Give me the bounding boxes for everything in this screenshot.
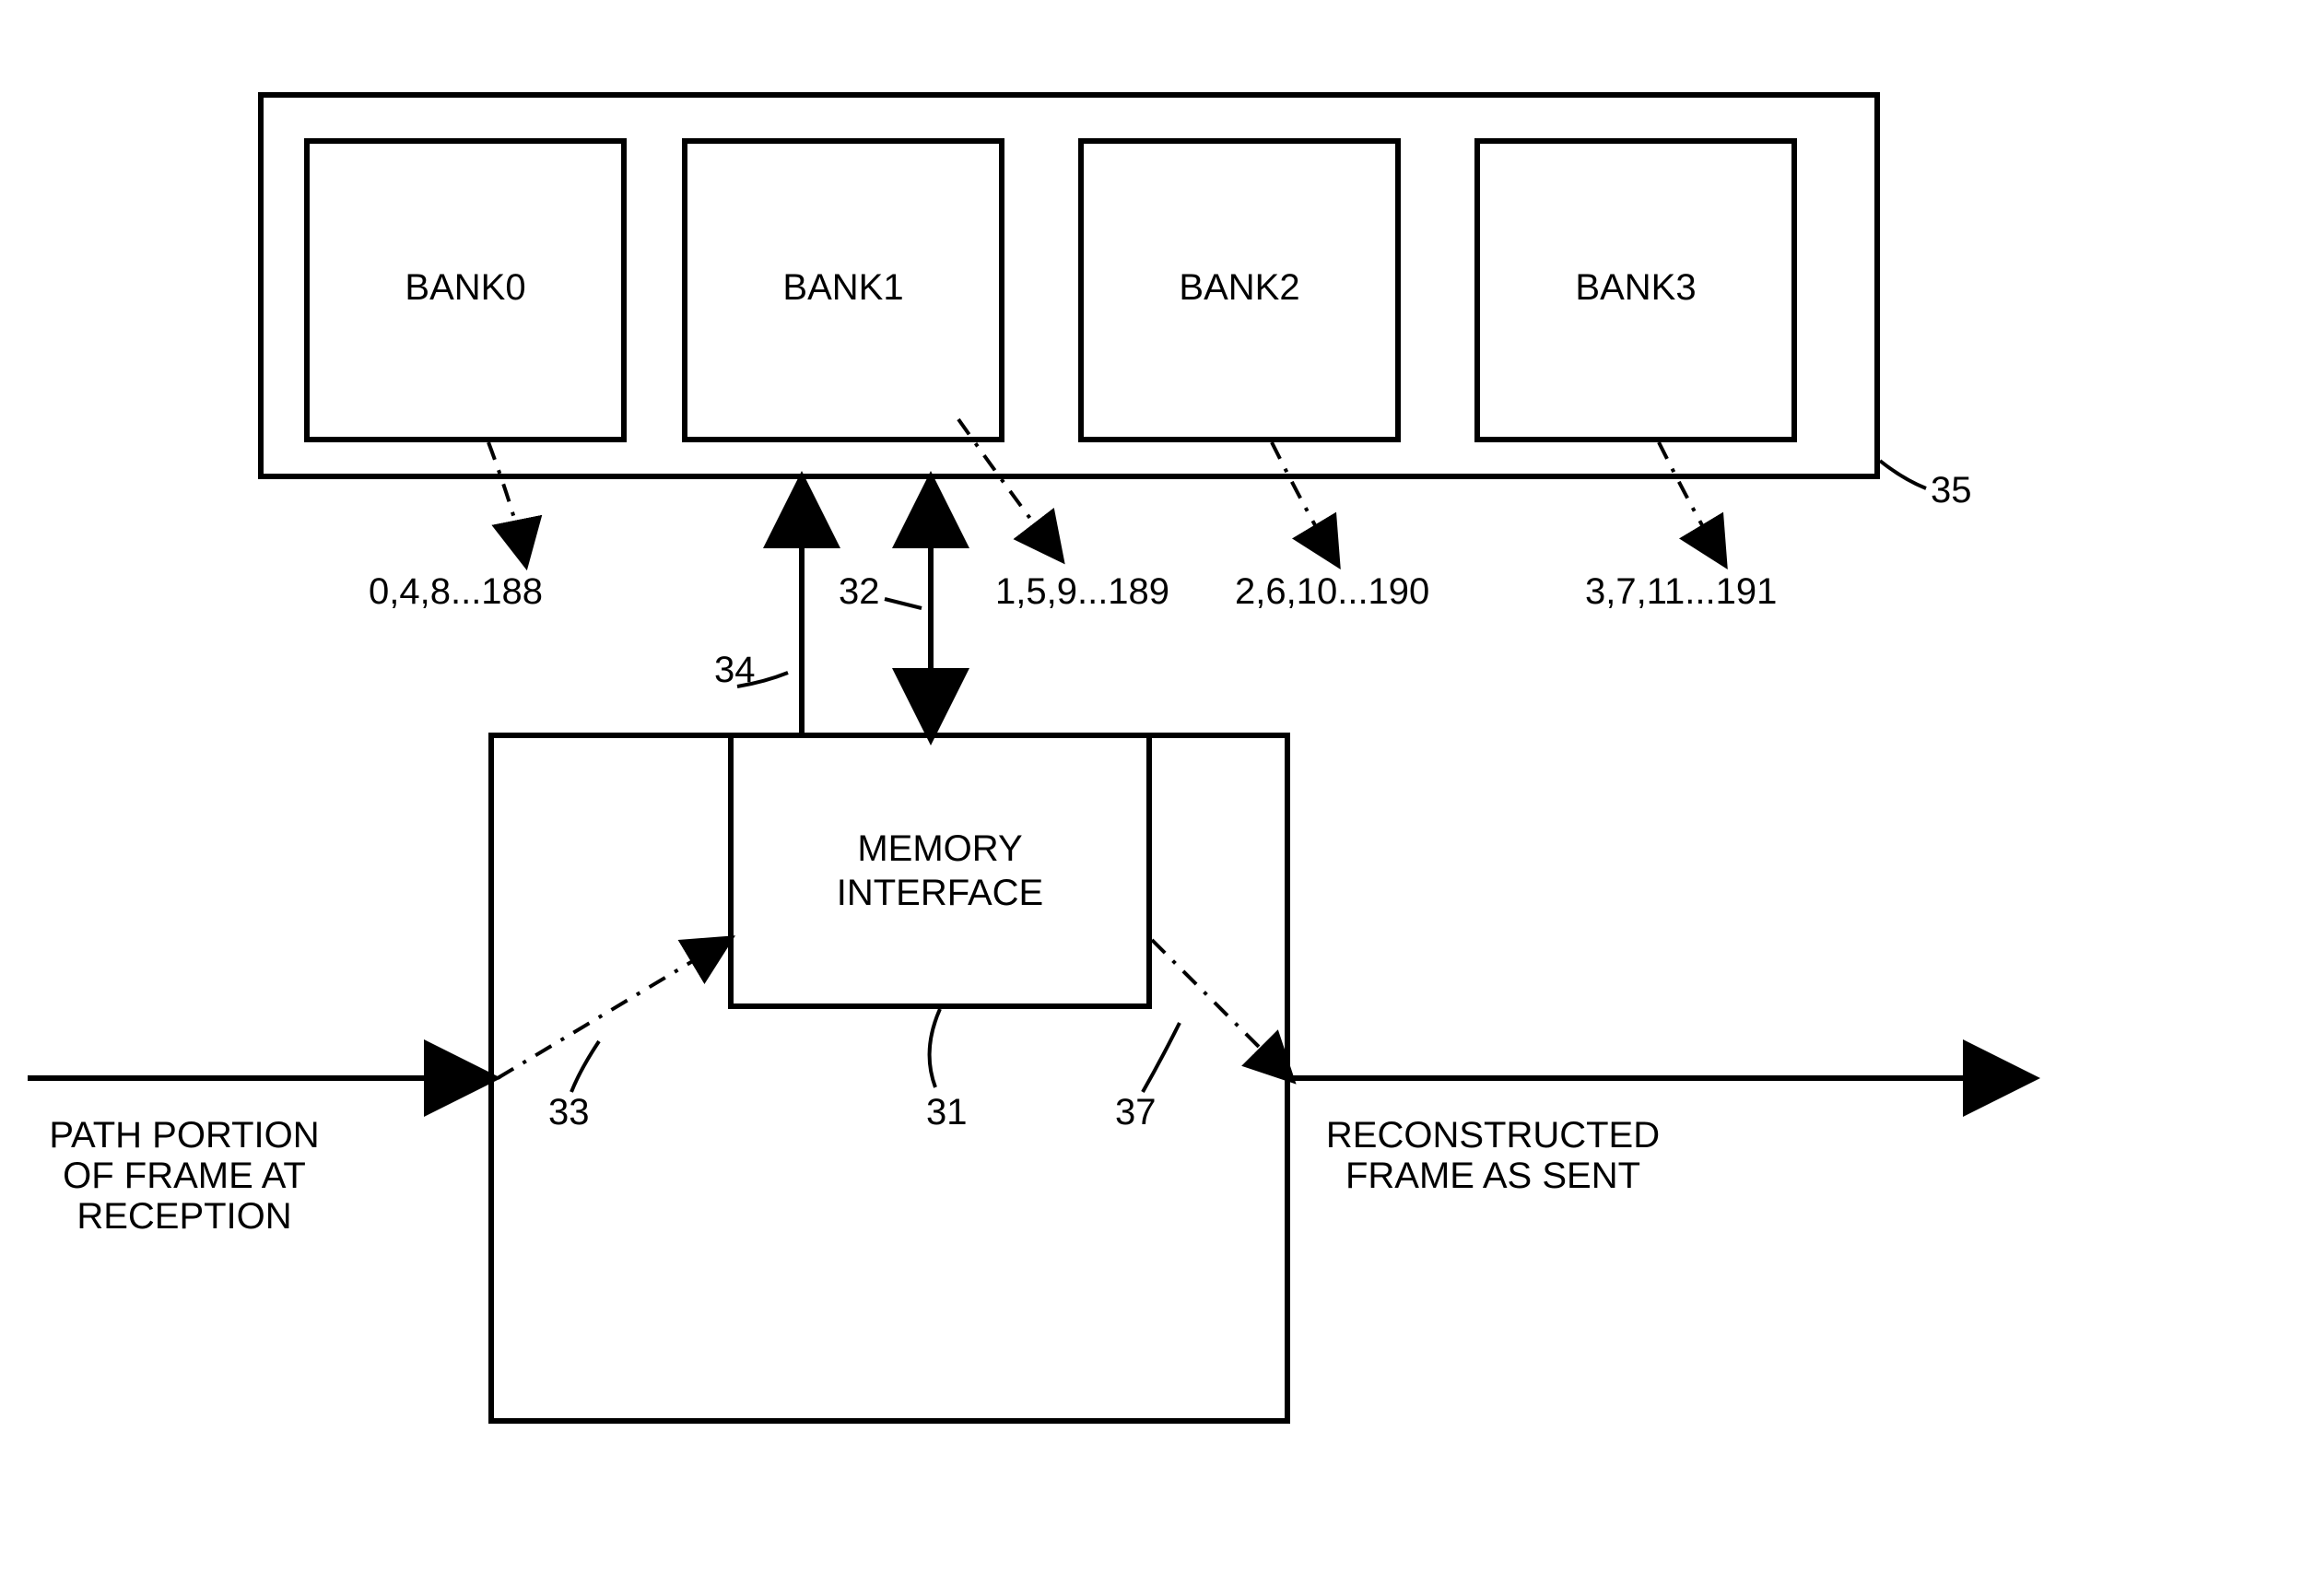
diagram-canvas: BANK0 BANK1 BANK2 BANK3 0,4,8...188 1,5,… [0,0,2314,1596]
bank1-data: 1,5,9...189 [995,571,1169,613]
memory-interface-label: MEMORY INTERFACE [837,827,1043,915]
ref-31: 31 [926,1092,968,1133]
ref-34: 34 [714,650,756,691]
bank2-label: BANK2 [1078,267,1401,309]
bank1-label: BANK1 [682,267,1004,309]
bank3-label: BANK3 [1474,267,1797,309]
ref-35: 35 [1931,470,1972,511]
bank0-label: BANK0 [304,267,627,309]
ref32-tick [885,599,922,608]
ref-33: 33 [548,1092,590,1133]
ref-32: 32 [839,571,880,613]
output-label: RECONSTRUCTED FRAME AS SENT [1299,1115,1686,1196]
ref35-tick [1880,461,1926,488]
bank2-data: 2,6,10...190 [1235,571,1429,613]
input-label: PATH PORTION OF FRAME AT RECEPTION [28,1115,341,1237]
ref-37: 37 [1115,1092,1157,1133]
bank0-data: 0,4,8...188 [369,571,543,613]
bank3-data: 3,7,11...191 [1585,571,1777,613]
memory-interface: MEMORY INTERFACE [728,733,1152,1009]
